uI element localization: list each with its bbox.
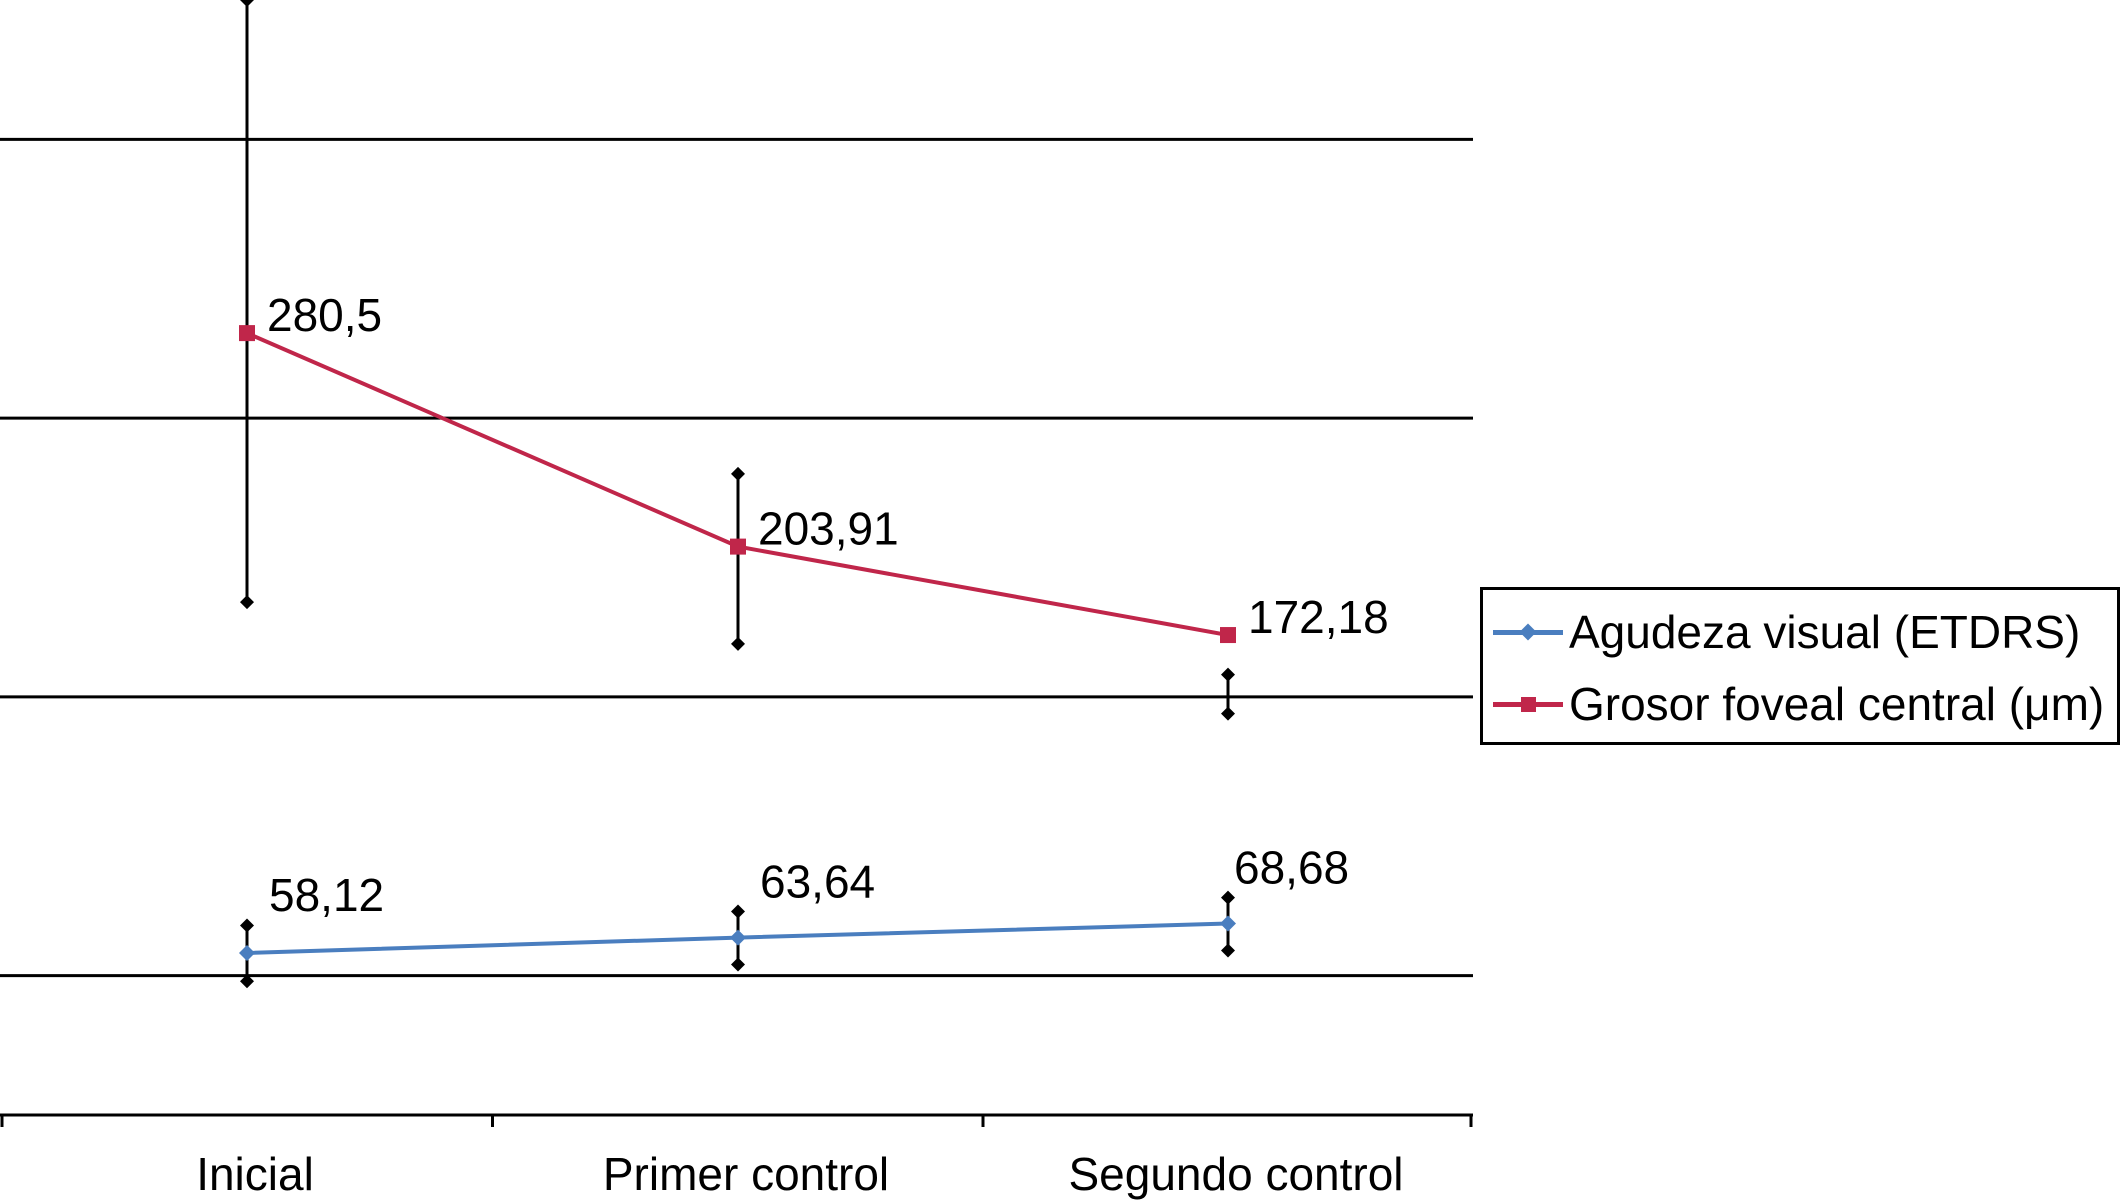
x-tick-label-0: Inicial (196, 1148, 314, 1200)
x-tick-label-1: Primer control (603, 1148, 889, 1200)
error-cap-0-0-1 (240, 974, 254, 989)
data-label-0-2: 68,68 (1234, 842, 1349, 894)
point-1-2 (1220, 627, 1236, 644)
error-cap-0-1-0 (731, 904, 745, 919)
error-cap-1-1-1 (731, 636, 745, 651)
legend-label-grosor: Grosor foveal central (μm) (1569, 678, 2105, 730)
point-0-0 (239, 944, 255, 961)
legend-swatch-grosor (1493, 684, 1563, 724)
data-label-1-2: 172,18 (1248, 591, 1389, 643)
error-cap-1-0-0 (240, 0, 254, 7)
point-0-1 (730, 929, 746, 946)
error-cap-1-2-1 (1221, 706, 1235, 721)
point-0-2 (1220, 915, 1236, 932)
legend-label-agudeza: Agudeza visual (ETDRS) (1569, 606, 2081, 658)
legend-item-grosor: Grosor foveal central (μm) (1493, 674, 2104, 734)
series-markers (239, 325, 1236, 961)
data-label-1-0: 280,5 (267, 289, 382, 341)
data-label-1-1: 203,91 (758, 503, 899, 555)
data-labels: 58,12 63,64 68,68 280,5 203,91 172,18 (267, 289, 1389, 921)
error-cap-1-2-0 (1221, 667, 1235, 682)
legend-swatch-agudeza (1493, 612, 1563, 652)
error-cap-0-2-0 (1221, 890, 1235, 905)
data-label-0-0: 58,12 (269, 869, 384, 921)
error-cap-1-0-1 (240, 595, 254, 610)
legend-item-agudeza: Agudeza visual (ETDRS) (1493, 602, 2080, 662)
error-cap-0-0-0 (240, 918, 254, 933)
x-tick-label-2: Segundo control (1068, 1148, 1403, 1200)
error-cap-0-2-1 (1221, 943, 1235, 958)
point-1-0 (239, 325, 255, 342)
x-axis: Inicial Primer control Segundo control (0, 1113, 1473, 1200)
error-cap-0-1-1 (731, 957, 745, 972)
point-1-1 (730, 538, 746, 555)
error-cap-1-1-0 (731, 466, 745, 481)
legend: Agudeza visual (ETDRS) Grosor foveal cen… (1480, 587, 2120, 745)
data-label-0-1: 63,64 (760, 856, 875, 908)
error-bars (240, 0, 1235, 989)
